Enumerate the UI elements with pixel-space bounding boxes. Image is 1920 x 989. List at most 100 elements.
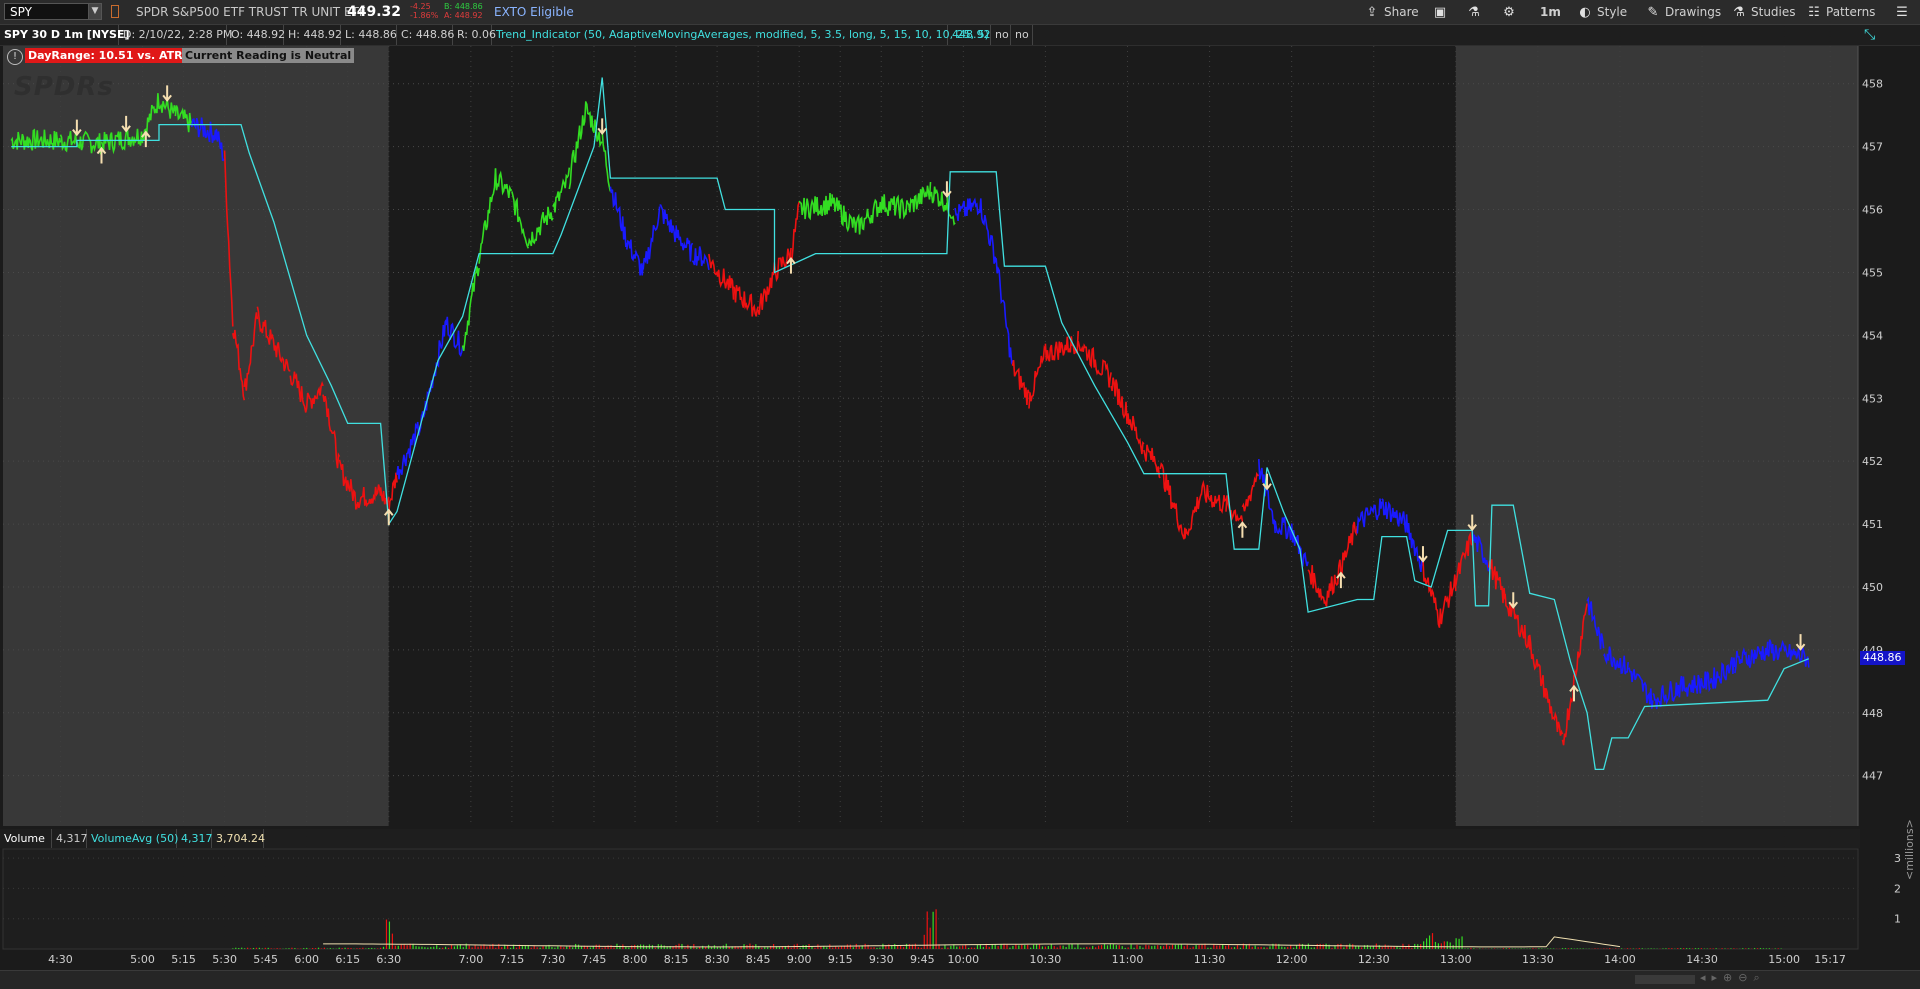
settings-button[interactable]: ⚙ xyxy=(1502,0,1521,24)
spdr-watermark-logo: SPDRs xyxy=(14,72,114,102)
share-label: Share xyxy=(1384,5,1419,19)
time-axis-label: 4:30 xyxy=(48,953,73,966)
price-segment-green xyxy=(527,206,554,247)
pct-change: -1.86% xyxy=(410,11,439,20)
signal-down-arrow xyxy=(72,119,82,137)
price-segment-green xyxy=(855,198,883,235)
menu-icon: ☰ xyxy=(1896,5,1908,20)
price-segment-red xyxy=(1225,495,1244,522)
patterns-label: Patterns xyxy=(1826,5,1876,19)
bottom-scrollbar[interactable]: ◂▸⊕⊖⌕ xyxy=(0,970,1920,989)
time-axis-label: 10:30 xyxy=(1030,953,1062,966)
signal-up-arrow xyxy=(786,256,796,274)
signal-down-arrow xyxy=(1467,514,1478,532)
time-axis-label: 7:30 xyxy=(541,953,566,966)
volume-avg-label[interactable]: VolumeAvg (50) xyxy=(87,829,178,848)
volume-label[interactable]: Volume xyxy=(0,829,52,848)
study-label[interactable]: Trend_Indicator (50, AdaptiveMovingAvera… xyxy=(492,25,989,45)
patterns-icon: ☷ xyxy=(1808,5,1820,20)
zoom-controls-icon[interactable]: ◂▸⊕⊖⌕ xyxy=(1700,971,1766,984)
time-axis-label: 8:45 xyxy=(746,953,771,966)
price-segment-red xyxy=(322,394,341,469)
share-button[interactable]: ⇪ Share xyxy=(1365,0,1419,24)
price-segment-blue xyxy=(1290,523,1309,567)
price-segment-green xyxy=(552,167,571,213)
price-segment-green xyxy=(880,194,907,220)
price-segment-green xyxy=(585,101,603,148)
price-segment-red xyxy=(1307,565,1326,604)
flask-button[interactable]: ⚗ xyxy=(1467,0,1486,24)
price-segment-blue xyxy=(1652,681,1679,710)
price-segment-red xyxy=(1110,377,1145,455)
signal-up-arrow xyxy=(96,146,107,164)
volume-info-bar: Volume 4,317 VolumeAvg (50) 4,317 3,704.… xyxy=(0,829,1860,848)
link-icon[interactable] xyxy=(111,5,119,18)
symbol-dropdown-button[interactable]: ▼ xyxy=(88,3,102,20)
price-segment-red xyxy=(1340,521,1359,579)
time-axis-label: 8:15 xyxy=(664,953,689,966)
bid-price: B: 448.86 xyxy=(444,2,483,11)
studies-button[interactable]: ⚗ Studies xyxy=(1732,0,1795,24)
price-segment-red xyxy=(732,284,759,317)
price-segment-red xyxy=(1200,479,1227,514)
bar-date: D: 2/10/22, 2:28 PM xyxy=(119,25,232,45)
time-axis-label: 5:45 xyxy=(253,953,278,966)
change-block: -4.25 -1.86% xyxy=(410,2,438,20)
price-segment-red xyxy=(243,312,259,391)
net-change: -4.25 xyxy=(410,2,431,11)
bar-close: C: 448.86 xyxy=(397,25,454,45)
time-axis-label: 5:30 xyxy=(212,953,237,966)
price-segment-red xyxy=(1487,559,1506,604)
scroll-thumb[interactable] xyxy=(1635,975,1695,984)
price-segment-red xyxy=(757,262,776,315)
time-axis-label: 8:30 xyxy=(705,953,730,966)
price-segment-red xyxy=(1545,688,1564,736)
price-segment-green xyxy=(10,128,62,151)
price-segment-blue xyxy=(675,225,694,262)
drawings-button[interactable]: ✎ Drawings xyxy=(1646,0,1722,24)
price-segment-green xyxy=(601,131,612,192)
price-segment-red xyxy=(1011,360,1030,406)
price-chart[interactable]: 4584574564554544534524514504494484474:30… xyxy=(0,46,1920,970)
trend-indicator-line xyxy=(11,77,1810,771)
time-axis-label: 12:30 xyxy=(1358,953,1390,966)
info-icon[interactable]: ! xyxy=(7,49,23,65)
time-axis-label: 9:00 xyxy=(787,953,812,966)
patterns-button[interactable]: ☷ Patterns xyxy=(1807,0,1875,24)
price-segment-red xyxy=(1422,558,1441,628)
menu-button[interactable]: ☰ xyxy=(1895,0,1914,24)
price-segment-blue xyxy=(1603,646,1629,675)
price-segment-blue xyxy=(1381,498,1408,533)
signal-down-arrow xyxy=(1795,634,1806,651)
chart-title[interactable]: SPY 30 D 1m [NYSE] xyxy=(0,25,130,45)
signal-up-arrow xyxy=(1336,571,1346,589)
collapse-icon[interactable]: ⤡ xyxy=(1864,27,1876,43)
chart-info-bar: SPY 30 D 1m [NYSE] D: 2/10/22, 2:28 PM O… xyxy=(0,25,1920,46)
symbol-input[interactable]: SPY xyxy=(4,3,94,20)
price-segment-green xyxy=(494,168,513,199)
price-segment-blue xyxy=(659,204,677,243)
price-segment-blue xyxy=(1734,641,1769,674)
price-segment-blue xyxy=(1627,667,1654,709)
style-button[interactable]: ◐ Style xyxy=(1578,0,1627,24)
volume-avg-calc: 3,704.24 xyxy=(212,829,265,848)
price-segment-blue xyxy=(1405,514,1424,573)
price-axis-label: 453 xyxy=(1862,392,1883,405)
price-segment-blue xyxy=(978,198,997,264)
price-segment-blue xyxy=(609,186,628,248)
monitor-button[interactable]: ▣ xyxy=(1433,0,1452,24)
time-axis-label: 10:00 xyxy=(947,953,979,966)
price-segment-green xyxy=(141,93,160,141)
price-segment-blue xyxy=(1709,657,1736,689)
flask-icon: ⚗ xyxy=(1468,5,1480,20)
premarket-shade xyxy=(3,46,389,826)
time-axis-label: 9:45 xyxy=(910,953,935,966)
timeframe-button[interactable]: 1m xyxy=(1540,5,1561,19)
price-segment-green xyxy=(798,193,833,221)
price-segment-blue xyxy=(954,197,981,222)
price-segment-green xyxy=(511,191,530,249)
price-axis-label: 454 xyxy=(1862,329,1883,342)
signal-down-arrow xyxy=(942,181,952,198)
signal-up-arrow xyxy=(141,130,151,148)
price-segment-red xyxy=(1159,462,1186,540)
